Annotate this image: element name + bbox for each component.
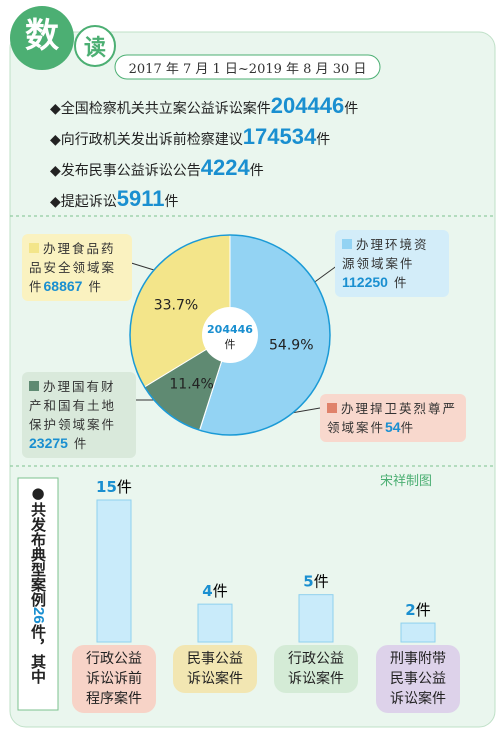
pie-ring bbox=[129, 234, 331, 436]
value-unit: 件 bbox=[416, 601, 431, 619]
legend-unit: 件 bbox=[400, 420, 416, 435]
pie-total-unit: 件 bbox=[225, 338, 236, 351]
legend-swatch bbox=[327, 403, 337, 413]
stat-value: 174534 bbox=[242, 124, 317, 149]
category-box: 行政公益诉讼诉前程序案件 bbox=[72, 645, 156, 713]
legend-box: 办理食品药品安全领域案件68867 件 bbox=[22, 234, 132, 301]
legend-label: 办理环境资源领域案件 bbox=[342, 237, 429, 271]
value-unit: 件 bbox=[314, 573, 329, 591]
stat-label: 全国检察机关共立案公益诉讼案件 bbox=[60, 101, 271, 117]
badge-sub: 读 bbox=[83, 36, 106, 61]
value-number: 4 bbox=[202, 582, 212, 600]
value-unit: 件 bbox=[117, 478, 132, 496]
stat-value: 4224 bbox=[200, 155, 250, 180]
percent-label: 54.9% bbox=[269, 338, 313, 354]
side-value: 26 bbox=[30, 607, 47, 624]
stat-label: 提起诉讼 bbox=[60, 194, 117, 210]
legend-swatch bbox=[29, 381, 39, 391]
legend-value: 54 bbox=[385, 419, 401, 435]
value-number: 15 bbox=[96, 478, 117, 496]
stat-line: ◆提起诉讼5911件 bbox=[50, 186, 179, 211]
percent-label: 33.7% bbox=[154, 298, 198, 314]
side-prefix: 共发布典型案例 bbox=[29, 502, 47, 607]
side-box bbox=[17, 477, 59, 711]
stat-line: ◆全国检察机关共立案公益诉讼案件204446件 bbox=[50, 93, 359, 118]
stat-line: ◆向行政机关发出诉前检察建议174534件 bbox=[50, 124, 331, 149]
side-suffix: 件，其中 bbox=[29, 623, 47, 684]
percent-label: 11.4% bbox=[169, 377, 213, 393]
badge-circle bbox=[10, 6, 74, 70]
bar bbox=[197, 603, 233, 643]
date-pill bbox=[114, 54, 381, 80]
value-number: 5 bbox=[303, 573, 313, 591]
stat-unit: 件 bbox=[316, 132, 331, 148]
pie-hole bbox=[202, 307, 258, 363]
value-unit: 件 bbox=[213, 582, 228, 600]
legend-unit: 件 bbox=[73, 436, 89, 451]
date-range: 2017 年 7 月 1 日~2019 年 8 月 30 日 bbox=[128, 62, 367, 77]
stat-unit: 件 bbox=[249, 163, 264, 179]
category-box: 民事公益诉讼案件 bbox=[173, 645, 257, 693]
legend-label: 办理食品药品安全领域案件 bbox=[29, 241, 117, 294]
legend-unit: 件 bbox=[88, 279, 103, 294]
stat-label: 发布民事公益诉讼公告 bbox=[60, 163, 201, 179]
legend-unit: 件 bbox=[393, 275, 409, 290]
bar-value: 4件 bbox=[202, 582, 227, 600]
bar bbox=[298, 594, 334, 643]
stat-line: ◆发布民事公益诉讼公告4224件 bbox=[50, 155, 264, 180]
legend-label: 办理国有财产和国有土地保护领域案件 bbox=[29, 379, 117, 432]
category-box: 行政公益诉讼案件 bbox=[274, 645, 358, 693]
legend-box: 办理捍卫英烈尊严领域案件54件 bbox=[320, 394, 466, 442]
badge-main: 数 bbox=[25, 16, 59, 56]
bar-value: 15件 bbox=[96, 478, 132, 496]
pie-total: 204446 bbox=[207, 323, 253, 336]
stat-value: 204446 bbox=[270, 93, 345, 118]
bar-value: 2件 bbox=[405, 601, 430, 619]
legend-swatch bbox=[342, 239, 352, 249]
bar-value: 5件 bbox=[303, 573, 328, 591]
credit: 宋祥制图 bbox=[380, 474, 433, 489]
bar bbox=[96, 499, 132, 643]
stat-unit: 件 bbox=[164, 194, 179, 210]
legend-box: 办理环境资源领域案件 112250 件 bbox=[335, 230, 449, 297]
stat-unit: 件 bbox=[344, 101, 359, 117]
legend-swatch bbox=[29, 243, 39, 253]
category-box: 刑事附带民事公益诉讼案件 bbox=[376, 645, 460, 713]
legend-box: 办理国有财产和国有土地保护领域案件 23275 件 bbox=[22, 372, 136, 458]
legend-value: 112250 bbox=[342, 274, 388, 290]
badge-circle bbox=[74, 25, 116, 67]
side-note: ●共发布典型案例26件，其中 bbox=[29, 484, 47, 684]
legend-value: 68867 bbox=[43, 278, 83, 294]
legend-label: 办理捍卫英烈尊严领域案件 bbox=[327, 401, 458, 435]
bar bbox=[400, 622, 436, 643]
value-number: 2 bbox=[405, 601, 415, 619]
legend-value: 23275 bbox=[29, 435, 68, 451]
stat-label: 向行政机关发出诉前检察建议 bbox=[60, 132, 243, 148]
stat-value: 5911 bbox=[116, 186, 165, 211]
